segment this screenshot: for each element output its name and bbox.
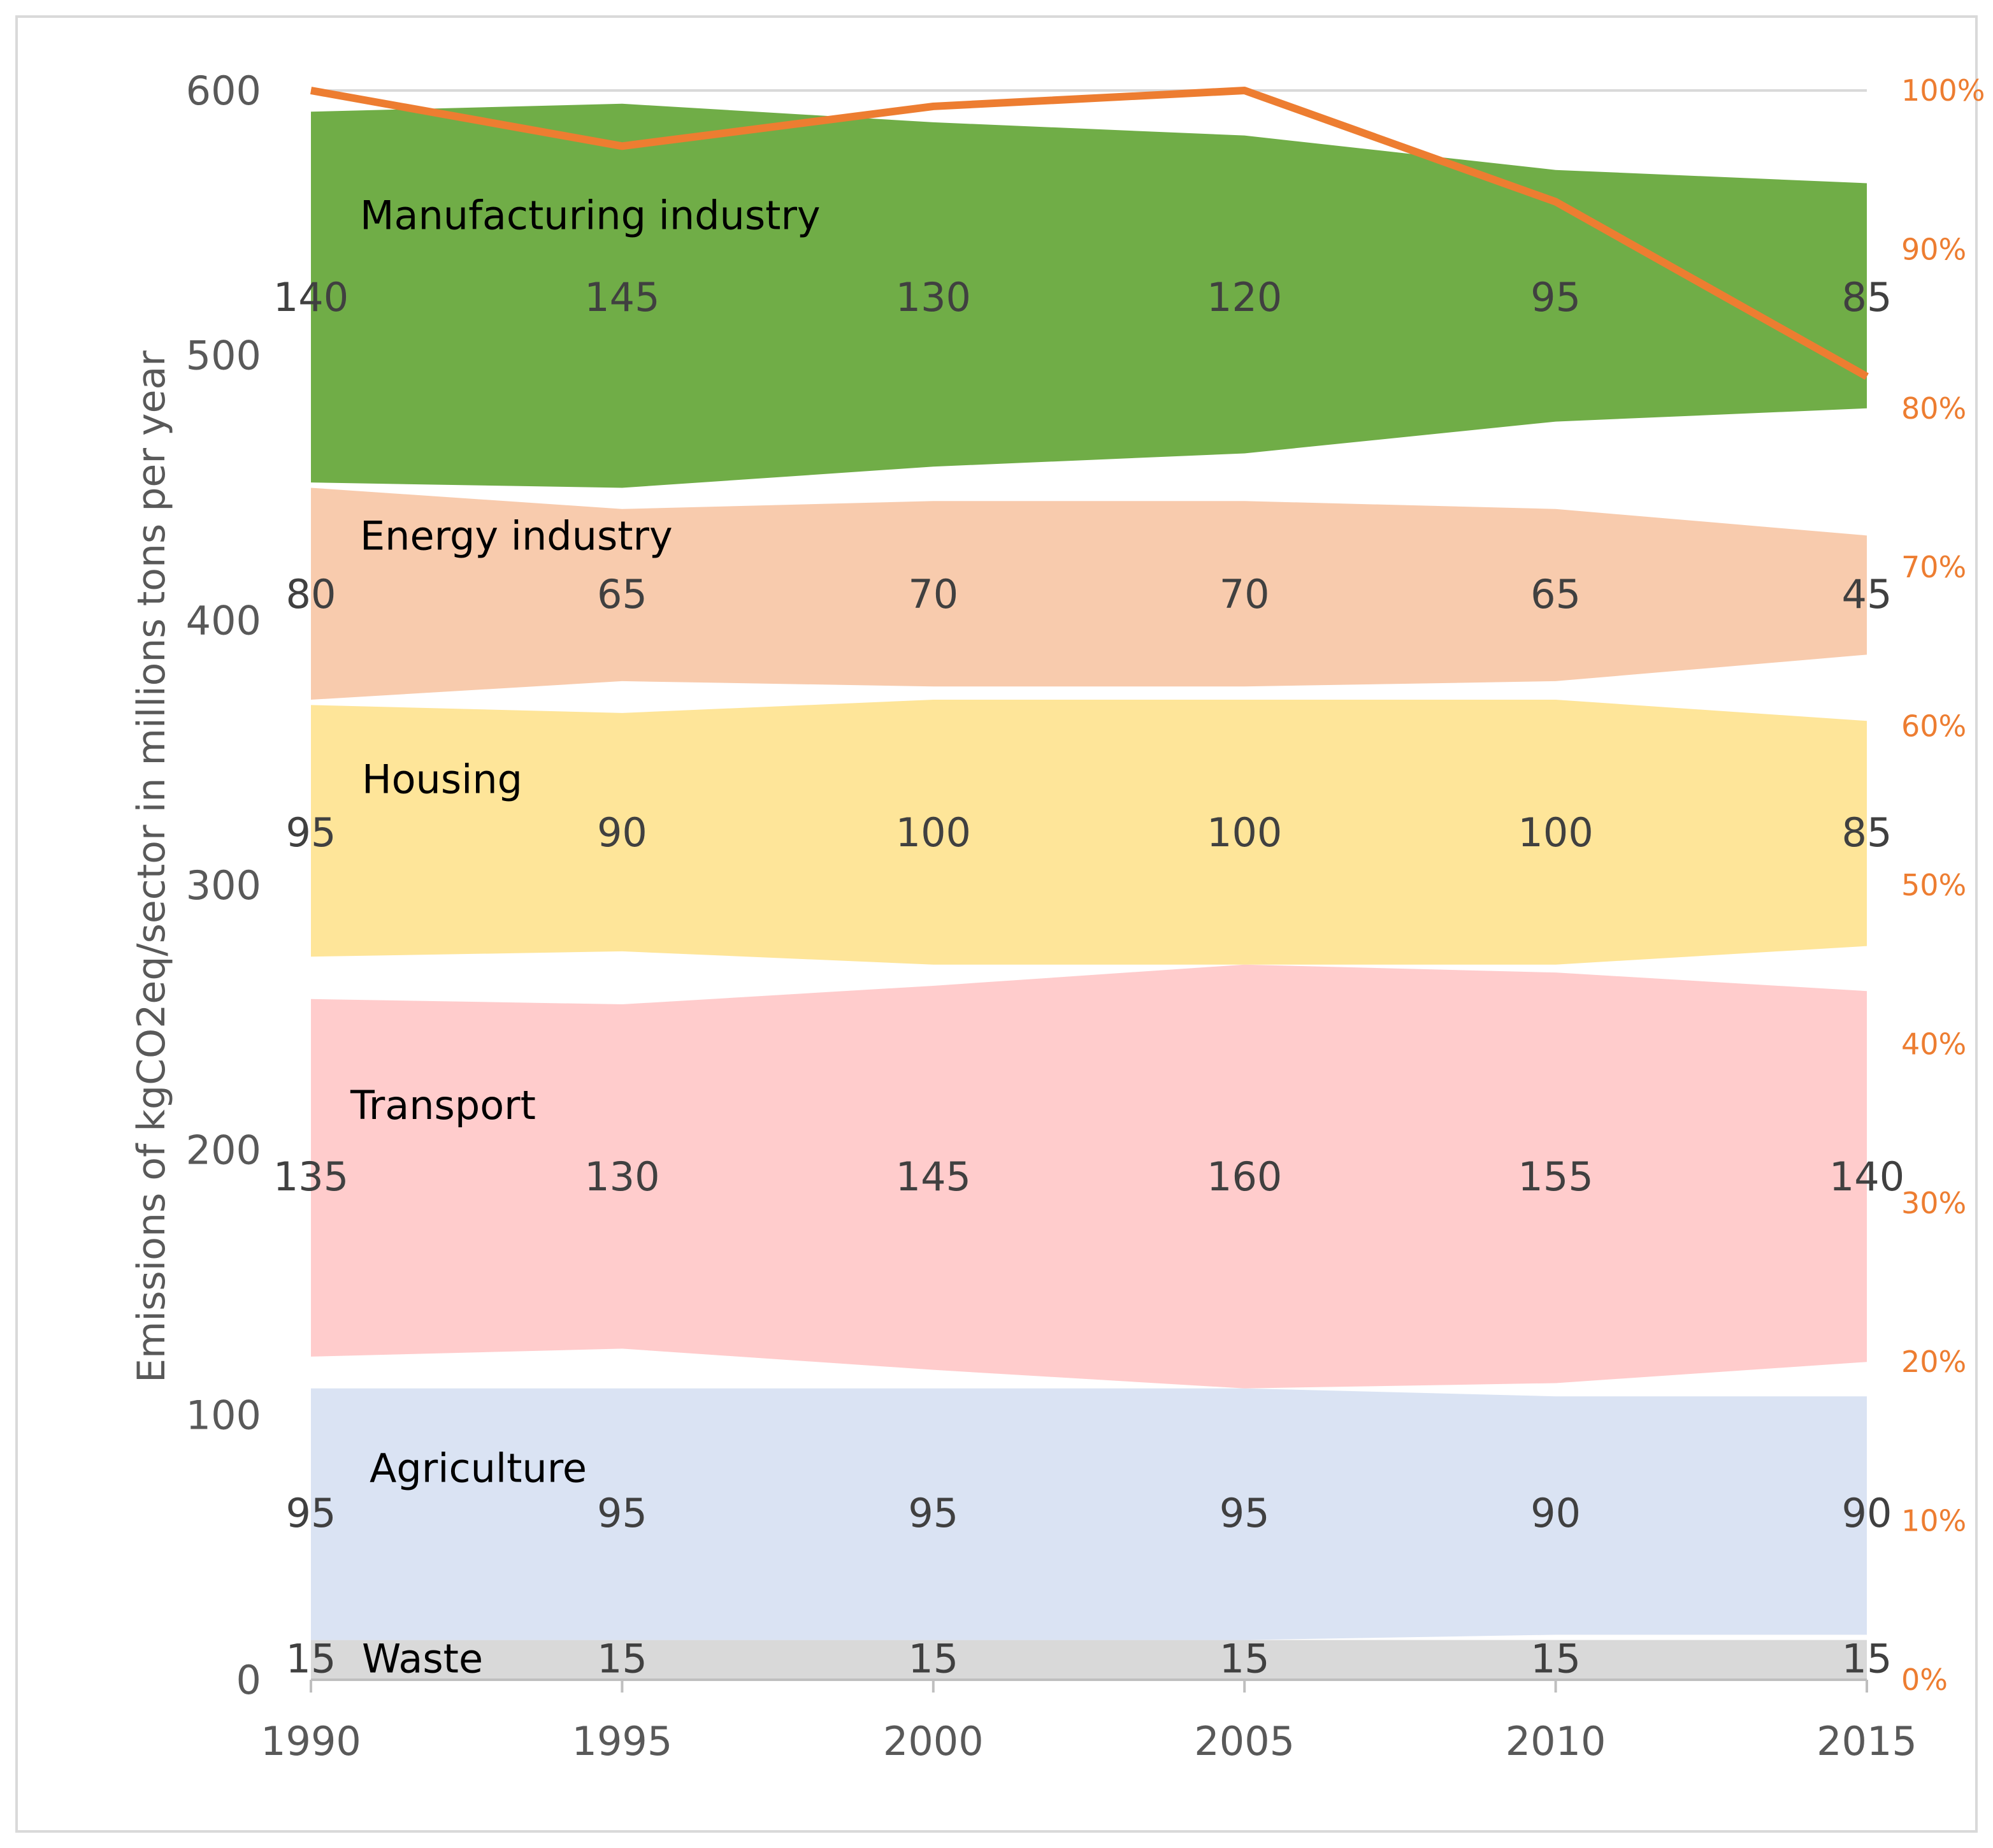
value-label-manufacturing-industry: 85 [1842, 274, 1892, 321]
value-label-manufacturing-industry: 95 [1530, 274, 1581, 321]
share-line-path [310, 87, 1869, 380]
value-label-energy-industry: 65 [597, 571, 647, 617]
value-label-housing: 95 [286, 809, 336, 856]
value-label-transport: 155 [1518, 1153, 1593, 1200]
series-name-housing: Housing [362, 756, 522, 803]
value-label-agriculture: 95 [1220, 1490, 1270, 1536]
value-label-waste: 15 [908, 1636, 958, 1682]
value-label-manufacturing-industry: 120 [1207, 274, 1282, 321]
value-label-housing: 90 [597, 809, 647, 856]
value-label-waste: 15 [1842, 1636, 1892, 1682]
value-label-manufacturing-industry: 130 [896, 274, 971, 321]
area-housing [311, 700, 1867, 965]
y2-tick-label: 40% [1901, 1027, 1966, 1061]
y-tick-label: 200 [186, 1127, 261, 1174]
y2-tick-label: 80% [1901, 391, 1966, 426]
series-areas [311, 103, 1867, 1680]
value-label-transport: 160 [1207, 1153, 1282, 1200]
y-tick-label: 0 [236, 1657, 261, 1703]
value-label-energy-industry: 70 [1220, 571, 1270, 617]
y2-tick-label: 70% [1901, 550, 1966, 584]
area-energy-industry [311, 487, 1867, 700]
y2-tick-label: 50% [1901, 868, 1966, 902]
value-label-agriculture: 90 [1530, 1490, 1581, 1536]
series-name-manufacturing-industry: Manufacturing industry [360, 192, 821, 238]
value-label-energy-industry: 65 [1530, 571, 1581, 617]
series-name-waste: Waste [362, 1636, 483, 1682]
x-tick-label: 2010 [1506, 1718, 1606, 1765]
value-label-energy-industry: 70 [908, 571, 958, 617]
x-tick-label: 2005 [1194, 1718, 1295, 1765]
area-waste [311, 1640, 1867, 1680]
y-tick-label: 600 [186, 68, 261, 114]
y2-tick-label: 20% [1901, 1345, 1966, 1379]
value-label-housing: 100 [1518, 809, 1593, 856]
area-agriculture [311, 1388, 1867, 1640]
y-axis-title: Emissions of kgCO2eq/sector in millions … [129, 350, 174, 1383]
y2-tick-label: 90% [1901, 232, 1966, 266]
value-label-energy-industry: 45 [1842, 571, 1892, 617]
area-transport [311, 964, 1867, 1389]
series-name-energy-industry: Energy industry [360, 512, 673, 559]
x-tick-label: 2000 [883, 1718, 984, 1765]
value-label-transport: 145 [896, 1153, 971, 1200]
y2-tick-label: 0% [1901, 1663, 1948, 1697]
y2-tick-label: 60% [1901, 709, 1966, 744]
x-tick-label: 1995 [572, 1718, 673, 1765]
value-label-agriculture: 95 [908, 1490, 958, 1536]
value-label-agriculture: 95 [597, 1490, 647, 1536]
value-label-transport: 140 [1829, 1153, 1904, 1200]
axes: 0 100 200 300 400 500 600 0% 10% 20% 30% 40% 50% 60% 7… [186, 68, 1985, 1765]
area-manufacturing-industry [311, 103, 1867, 488]
value-label-agriculture: 90 [1842, 1490, 1892, 1536]
value-label-waste: 15 [1220, 1636, 1270, 1682]
value-label-transport: 130 [584, 1153, 659, 1200]
data-labels: 15 15 15 15 15 15 95 95 95 95 90 90 135 130 145 160 155 1… [273, 192, 1904, 1682]
value-label-manufacturing-industry: 145 [584, 274, 659, 321]
value-label-waste: 15 [1530, 1636, 1581, 1682]
y-tick-label: 500 [186, 333, 261, 379]
value-label-housing: 85 [1842, 809, 1892, 856]
share-line [310, 87, 1869, 380]
value-label-energy-industry: 80 [286, 571, 336, 617]
x-tick-label: 1990 [261, 1718, 361, 1765]
value-label-waste: 15 [597, 1636, 647, 1682]
value-label-transport: 135 [273, 1153, 349, 1200]
x-tick-label: 2015 [1817, 1718, 1917, 1765]
series-name-agriculture: Agriculture [370, 1445, 587, 1491]
value-label-housing: 100 [896, 809, 971, 856]
y2-tick-label: 10% [1901, 1504, 1966, 1538]
value-label-manufacturing-industry: 140 [273, 274, 349, 321]
value-label-agriculture: 95 [286, 1490, 336, 1536]
y2-tick-label: 30% [1901, 1186, 1966, 1220]
series-name-transport: Transport [350, 1082, 536, 1129]
value-label-waste: 15 [286, 1636, 336, 1682]
y-tick-label: 400 [186, 597, 261, 644]
value-label-housing: 100 [1207, 809, 1282, 856]
y2-tick-label: 100% [1901, 73, 1985, 108]
y-tick-label: 300 [186, 862, 261, 909]
y-tick-label: 100 [186, 1392, 261, 1438]
